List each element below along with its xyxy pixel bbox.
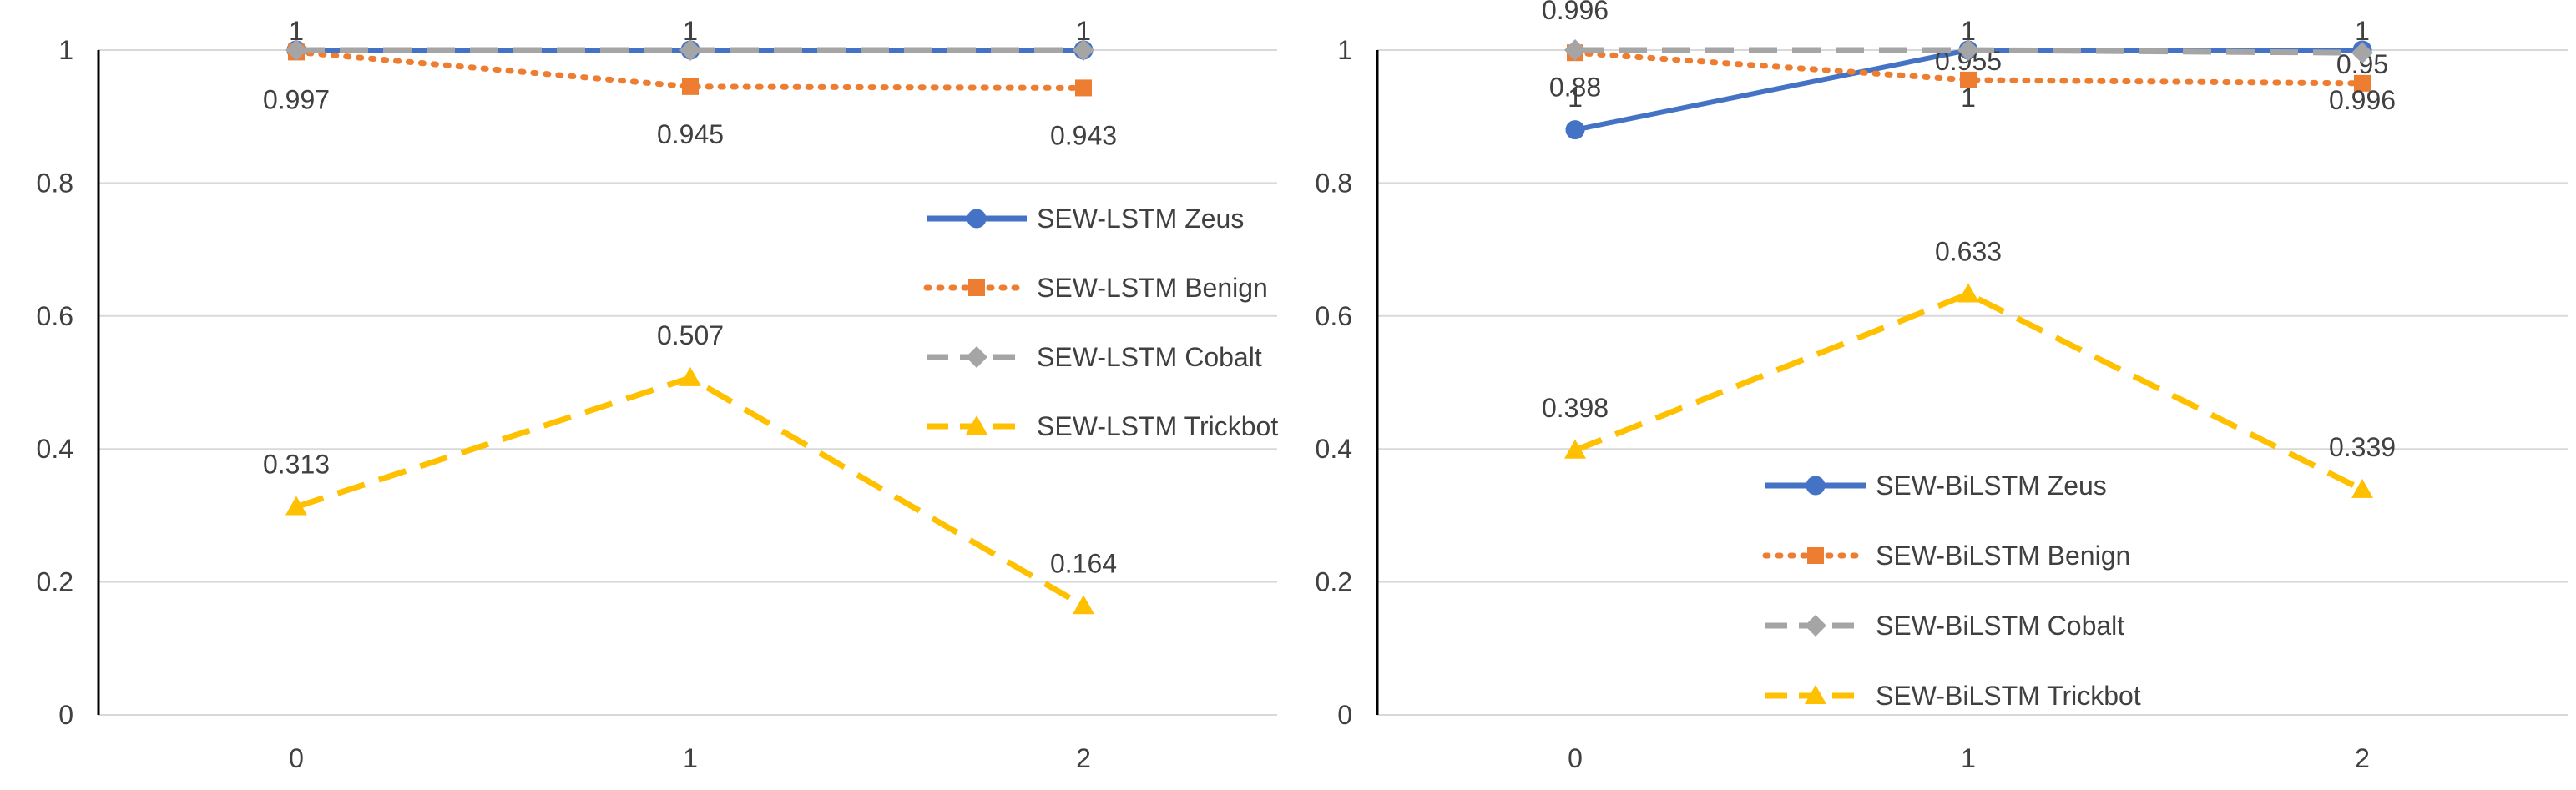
y-tick-label: 0.2	[37, 567, 73, 597]
legend-marker	[1807, 547, 1824, 564]
data-label: 0.945	[657, 119, 724, 149]
y-tick-label: 0	[1337, 700, 1352, 730]
y-tick-label: 0.4	[37, 434, 73, 464]
legend-label: SEW-BiLSTM Zeus	[1876, 470, 2107, 501]
data-point	[1073, 39, 1094, 61]
y-tick-label: 0.8	[1316, 168, 1352, 198]
data-label: 1	[1076, 16, 1091, 46]
data-point	[285, 39, 307, 61]
data-label: 1	[2355, 16, 2370, 46]
legend: SEW-BiLSTM Zeus SEW-BiLSTM Benign SEW-BiLS…	[1762, 470, 2141, 711]
data-label: 1	[683, 16, 698, 46]
data-point	[285, 496, 307, 516]
data-point	[1957, 39, 1979, 61]
data-point	[679, 39, 701, 61]
data-point	[2354, 74, 2371, 92]
data-point	[2351, 478, 2373, 498]
data-label: 0.633	[1935, 236, 2002, 266]
legend-marker	[1805, 615, 1826, 637]
legend-label: SEW-BiLSTM Trickbot	[1876, 681, 2141, 711]
data-point	[1075, 79, 1092, 97]
data-point	[1073, 595, 1094, 615]
y-tick-label: 0.6	[37, 301, 73, 331]
data-label: 1	[289, 16, 304, 46]
legend-marker	[967, 209, 987, 229]
legend-marker	[966, 415, 987, 435]
data-label: 0.996	[2329, 85, 2396, 115]
series-line	[1573, 290, 2364, 492]
data-label: 1	[1961, 16, 1976, 46]
data-label: 0.997	[263, 84, 330, 114]
data-point	[2351, 42, 2373, 64]
data-label: 0.88	[1549, 73, 1601, 103]
data-label: 1	[1961, 83, 1976, 113]
legend-label: SEW-LSTM Benign	[1037, 273, 1268, 303]
legend-marker	[968, 279, 985, 296]
legend-label: SEW-LSTM Zeus	[1037, 204, 1244, 234]
data-label: 0.164	[1050, 548, 1117, 578]
data-point	[1960, 71, 1977, 88]
series-line	[295, 375, 1085, 609]
legend-marker	[966, 346, 987, 368]
legend: SEW-LSTM Zeus SEW-LSTM Benign SEW-LSTM Cob…	[923, 204, 1278, 441]
data-point	[1564, 439, 1586, 459]
y-tick-label: 0.8	[37, 168, 73, 198]
y-tick-label: 0.2	[1316, 567, 1352, 597]
legend-label: SEW-BiLSTM Cobalt	[1876, 611, 2124, 641]
legend-marker	[1806, 476, 1826, 496]
legend-label: SEW-LSTM Cobalt	[1037, 342, 1262, 372]
x-tick-label: 1	[1961, 743, 1976, 773]
y-tick-label: 0.6	[1316, 301, 1352, 331]
x-tick-label: 2	[2355, 743, 2370, 773]
x-tick-label: 2	[1076, 743, 1091, 773]
x-tick-label: 1	[683, 743, 698, 773]
data-label: 0.398	[1542, 393, 1609, 423]
x-tick-label: 0	[1568, 743, 1583, 773]
data-point	[1565, 120, 1585, 140]
legend-label: SEW-LSTM Trickbot	[1037, 411, 1278, 441]
data-label: 0.507	[657, 320, 724, 350]
data-label: 0.339	[2329, 432, 2396, 462]
data-point	[682, 78, 699, 95]
x-tick-label: 0	[289, 743, 304, 773]
data-point	[1564, 39, 1586, 61]
y-tick-label: 0.4	[1316, 434, 1352, 464]
legend-marker	[1805, 685, 1826, 704]
data-label: 1	[1568, 83, 1583, 113]
data-label: 1	[1076, 16, 1091, 46]
y-tick-label: 1	[58, 35, 73, 65]
data-label: 0.996	[1542, 0, 1609, 25]
legend-label: SEW-BiLSTM Benign	[1876, 541, 2130, 571]
data-label: 1	[683, 16, 698, 46]
data-label: 1	[289, 16, 304, 46]
data-point	[679, 366, 701, 386]
data-label: 0.313	[263, 450, 330, 480]
y-tick-label: 0	[58, 700, 73, 730]
data-label: 0.943	[1050, 120, 1117, 150]
data-point	[1957, 283, 1979, 303]
y-tick-label: 1	[1337, 35, 1352, 65]
chart-sew-bilstm: 00.20.40.60.810120.88110.9960.9550.95110…	[1316, 0, 2568, 773]
